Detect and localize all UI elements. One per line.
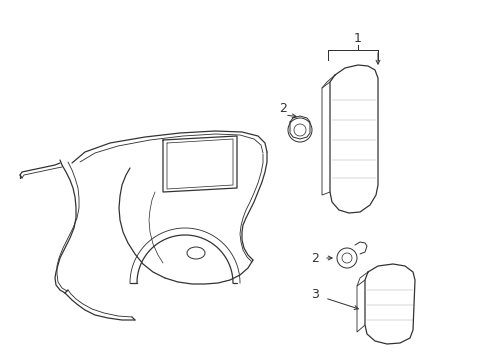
Text: 1: 1 [353, 31, 361, 45]
Text: 2: 2 [310, 252, 318, 265]
Text: 2: 2 [279, 102, 286, 114]
Text: 3: 3 [310, 288, 318, 302]
